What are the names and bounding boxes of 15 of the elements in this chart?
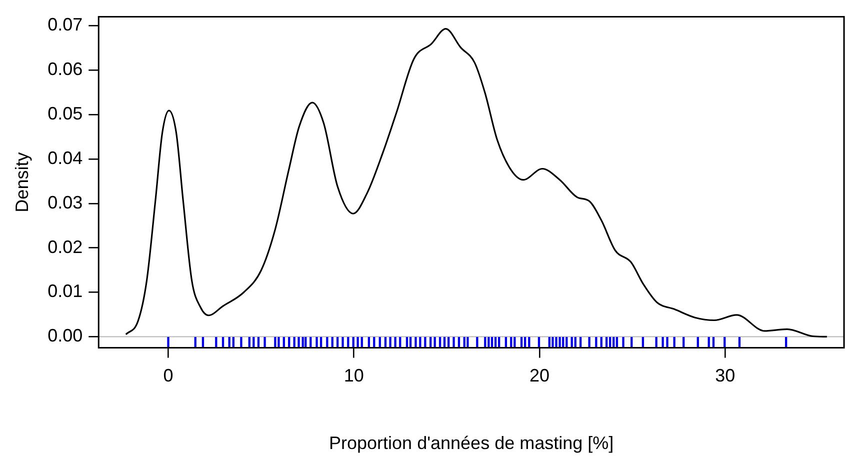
y-tick-label: 0.06 — [48, 59, 83, 80]
x-axis-title: Proportion d'années de masting [%] — [329, 433, 614, 454]
y-tick-label: 0.02 — [48, 236, 83, 257]
y-tick-label: 0.05 — [48, 104, 83, 124]
line-series — [125, 28, 828, 338]
x-tick-label: 0 — [163, 366, 174, 386]
y-tick-label: 0.04 — [48, 148, 83, 168]
x-tick-label: 10 — [344, 366, 364, 386]
x-tick-label: 30 — [715, 366, 736, 386]
y-axis-title: Density — [12, 152, 32, 212]
y-tick-label: 0.03 — [48, 192, 83, 212]
y-tick-label: 0.07 — [48, 14, 83, 35]
y-tick-label: 0.01 — [48, 281, 83, 302]
x-tick-label: 20 — [530, 366, 550, 386]
y-tick-label: 0.00 — [48, 326, 83, 346]
